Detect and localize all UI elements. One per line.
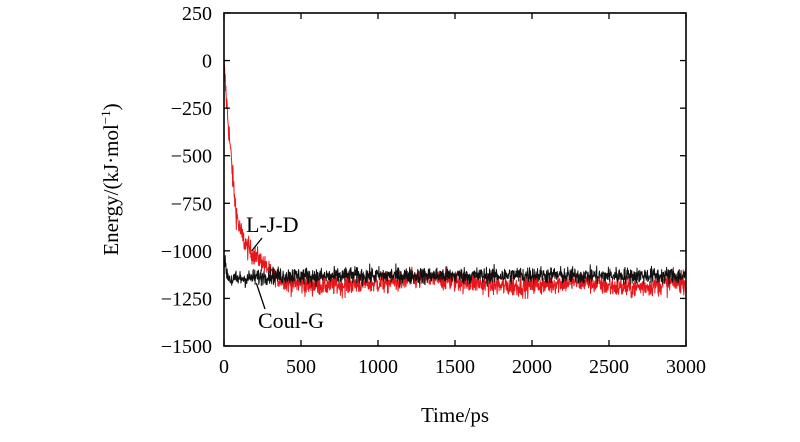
x-tick-label: 2500 [589, 356, 629, 378]
y-tick-label: −250 [171, 98, 212, 120]
annotation-lj-d-pointer [251, 237, 263, 252]
y-axis-title-close: ) [99, 103, 123, 110]
y-tick-label: −1250 [161, 288, 212, 310]
annotation-coul-g-pointer [255, 282, 266, 310]
labels-layer: 0 500 1000 1500 2000 2500 30002500−250−500−750… [161, 3, 706, 378]
x-tick-label: 500 [286, 356, 316, 378]
x-tick-label: 2000 [512, 356, 552, 378]
annotation-layer: L-J-D Coul-G [246, 212, 324, 333]
series-layer [223, 59, 687, 300]
series-coul-g [223, 255, 687, 289]
x-tick-label: 1500 [435, 356, 475, 378]
y-tick-label: −500 [171, 146, 212, 168]
ticks-layer [223, 12, 687, 347]
annotation-lj-d: L-J-D [246, 212, 299, 237]
y-axis-title-main: Energy/(kJ·mol [99, 124, 123, 256]
annotation-coul-g: Coul-G [258, 308, 324, 333]
y-tick-label: 250 [182, 3, 212, 25]
x-axis-title: Time/ps [421, 403, 489, 427]
plot-frame [223, 12, 687, 347]
x-tick-label: 0 [219, 356, 229, 378]
y-tick-label: −750 [171, 193, 212, 215]
y-tick-label: −1500 [161, 336, 212, 358]
series-l-j-d [223, 59, 687, 300]
y-axis-title-superscript: −1 [98, 110, 113, 124]
y-tick-label: 0 [202, 51, 212, 73]
x-tick-label: 1000 [358, 356, 398, 378]
x-tick-label: 3000 [666, 356, 706, 378]
y-tick-label: −1000 [161, 241, 212, 263]
y-axis-title: Energy/(kJ·mol−1) [98, 103, 123, 255]
